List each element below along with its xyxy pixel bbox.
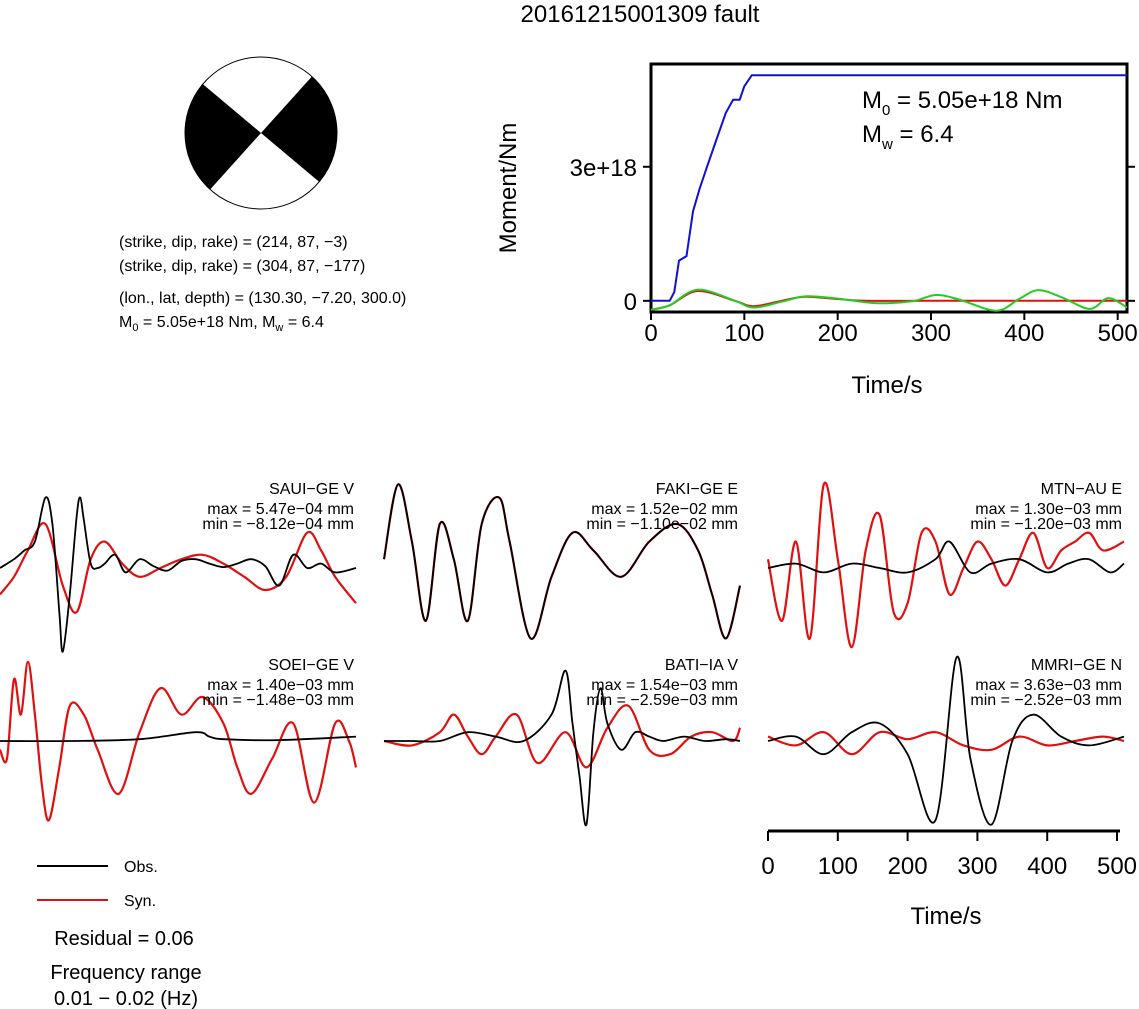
moment-plot-frame bbox=[649, 62, 1129, 314]
trace-station-label: MTN−AU E bbox=[1041, 481, 1122, 498]
observed-waveform bbox=[767, 540, 1125, 575]
trace-axis-tick-label: 200 bbox=[888, 853, 928, 880]
trace-axis-tick-label: 400 bbox=[1027, 853, 1067, 880]
synthetic-waveform bbox=[383, 704, 742, 769]
observed-waveform bbox=[767, 655, 1125, 826]
legend-obs-label: Obs. bbox=[124, 859, 158, 876]
moment-green-line bbox=[650, 288, 1128, 312]
beachball bbox=[184, 56, 338, 210]
trace-max-label: max = 1.54e−03 mm bbox=[591, 677, 738, 694]
beachball-compressional-quadrant bbox=[261, 76, 338, 182]
moment-ytick-label: 0 bbox=[624, 289, 637, 316]
synthetic-waveform bbox=[0, 521, 357, 614]
trace-min-label: min = −1.10e−02 mm bbox=[586, 516, 738, 533]
observed-waveform bbox=[383, 483, 741, 640]
moment-plot-lines bbox=[650, 74, 1128, 312]
legend-syn-label: Syn. bbox=[124, 893, 156, 910]
trace-max-label: max = 1.40e−03 mm bbox=[207, 677, 354, 694]
synthetic-waveform bbox=[766, 481, 1125, 649]
trace-station-label: MMRI−GE N bbox=[1031, 657, 1122, 674]
trace-station-label: SAUI−GE V bbox=[269, 481, 354, 498]
trace-axis-tick-label: 100 bbox=[818, 853, 858, 880]
strike-dip-rake-1: (strike, dip, rake) = (214, 87, −3) bbox=[119, 234, 348, 251]
moment-ylabel: Moment/Nm bbox=[495, 123, 522, 254]
strike-dip-rake-2: (strike, dip, rake) = (304, 87, −177) bbox=[119, 258, 365, 275]
moment-ytick-label: 3e+18 bbox=[570, 155, 637, 182]
location-depth: (lon., lat, depth) = (130.30, −7.20, 300… bbox=[119, 290, 406, 307]
beachball-compressional-quadrant bbox=[184, 84, 261, 190]
moment-xtick-label: 400 bbox=[1004, 320, 1044, 347]
trace-axis-tick-label: 300 bbox=[957, 853, 997, 880]
trace-station-label: FAKI−GE E bbox=[656, 481, 738, 498]
trace-min-label: min = −8.12e−04 mm bbox=[202, 516, 354, 533]
moment-red-line bbox=[650, 289, 1127, 311]
legend: Obs. Syn. bbox=[37, 859, 158, 910]
frequency-range-label: Frequency range bbox=[50, 962, 201, 984]
observed-waveform bbox=[0, 496, 357, 653]
trace-axis-tick-label: 500 bbox=[1097, 853, 1137, 880]
figure-title: 20161215001309 fault bbox=[521, 1, 760, 28]
trace-station-label: BATI−IA V bbox=[665, 657, 738, 674]
trace-min-label: min = −2.59e−03 mm bbox=[586, 692, 738, 709]
trace-max-label: max = 5.47e−04 mm bbox=[207, 501, 354, 518]
trace-min-label: min = −1.48e−03 mm bbox=[202, 692, 354, 709]
trace-station-label: SOEI−GE V bbox=[268, 657, 354, 674]
moment-xtick-label: 100 bbox=[724, 320, 764, 347]
moment-xlabel: Time/s bbox=[851, 372, 922, 399]
trace-max-label: max = 1.52e−02 mm bbox=[591, 501, 738, 518]
synthetic-waveform bbox=[0, 660, 358, 822]
observed-waveform bbox=[384, 669, 741, 827]
moment-m0-annotation: M0 = 5.05e+18 Nm bbox=[862, 87, 1062, 119]
trace-min-label: min = −2.52e−03 mm bbox=[970, 692, 1122, 709]
moment-magnitude-summary: M0 = 5.05e+18 Nm, Mw = 6.4 bbox=[119, 314, 324, 334]
trace-max-label: max = 3.63e−03 mm bbox=[975, 677, 1122, 694]
trace-xlabel: Time/s bbox=[910, 903, 981, 930]
trace-axis-tick-label: 0 bbox=[761, 853, 774, 880]
observed-waveform bbox=[0, 731, 357, 743]
moment-xtick-label: 0 bbox=[644, 320, 657, 347]
moment-xtick-label: 500 bbox=[1098, 320, 1138, 347]
moment-xtick-label: 300 bbox=[911, 320, 951, 347]
trace-time-axis: 0 100 200 300 400 500 bbox=[761, 829, 1137, 880]
moment-mw-annotation: Mw = 6.4 bbox=[862, 121, 954, 153]
residual-text: Residual = 0.06 bbox=[54, 928, 194, 950]
moment-cumulative-line bbox=[651, 74, 1127, 302]
moment-xtick-label: 200 bbox=[818, 320, 858, 347]
trace-max-label: max = 1.30e−03 mm bbox=[975, 501, 1122, 518]
trace-min-label: min = −1.20e−03 mm bbox=[970, 516, 1122, 533]
moment-plot-ticks: 0 100 200 300 400 500 0 3e+18 bbox=[570, 155, 1138, 347]
frequency-range-value: 0.01 − 0.02 (Hz) bbox=[54, 988, 198, 1009]
